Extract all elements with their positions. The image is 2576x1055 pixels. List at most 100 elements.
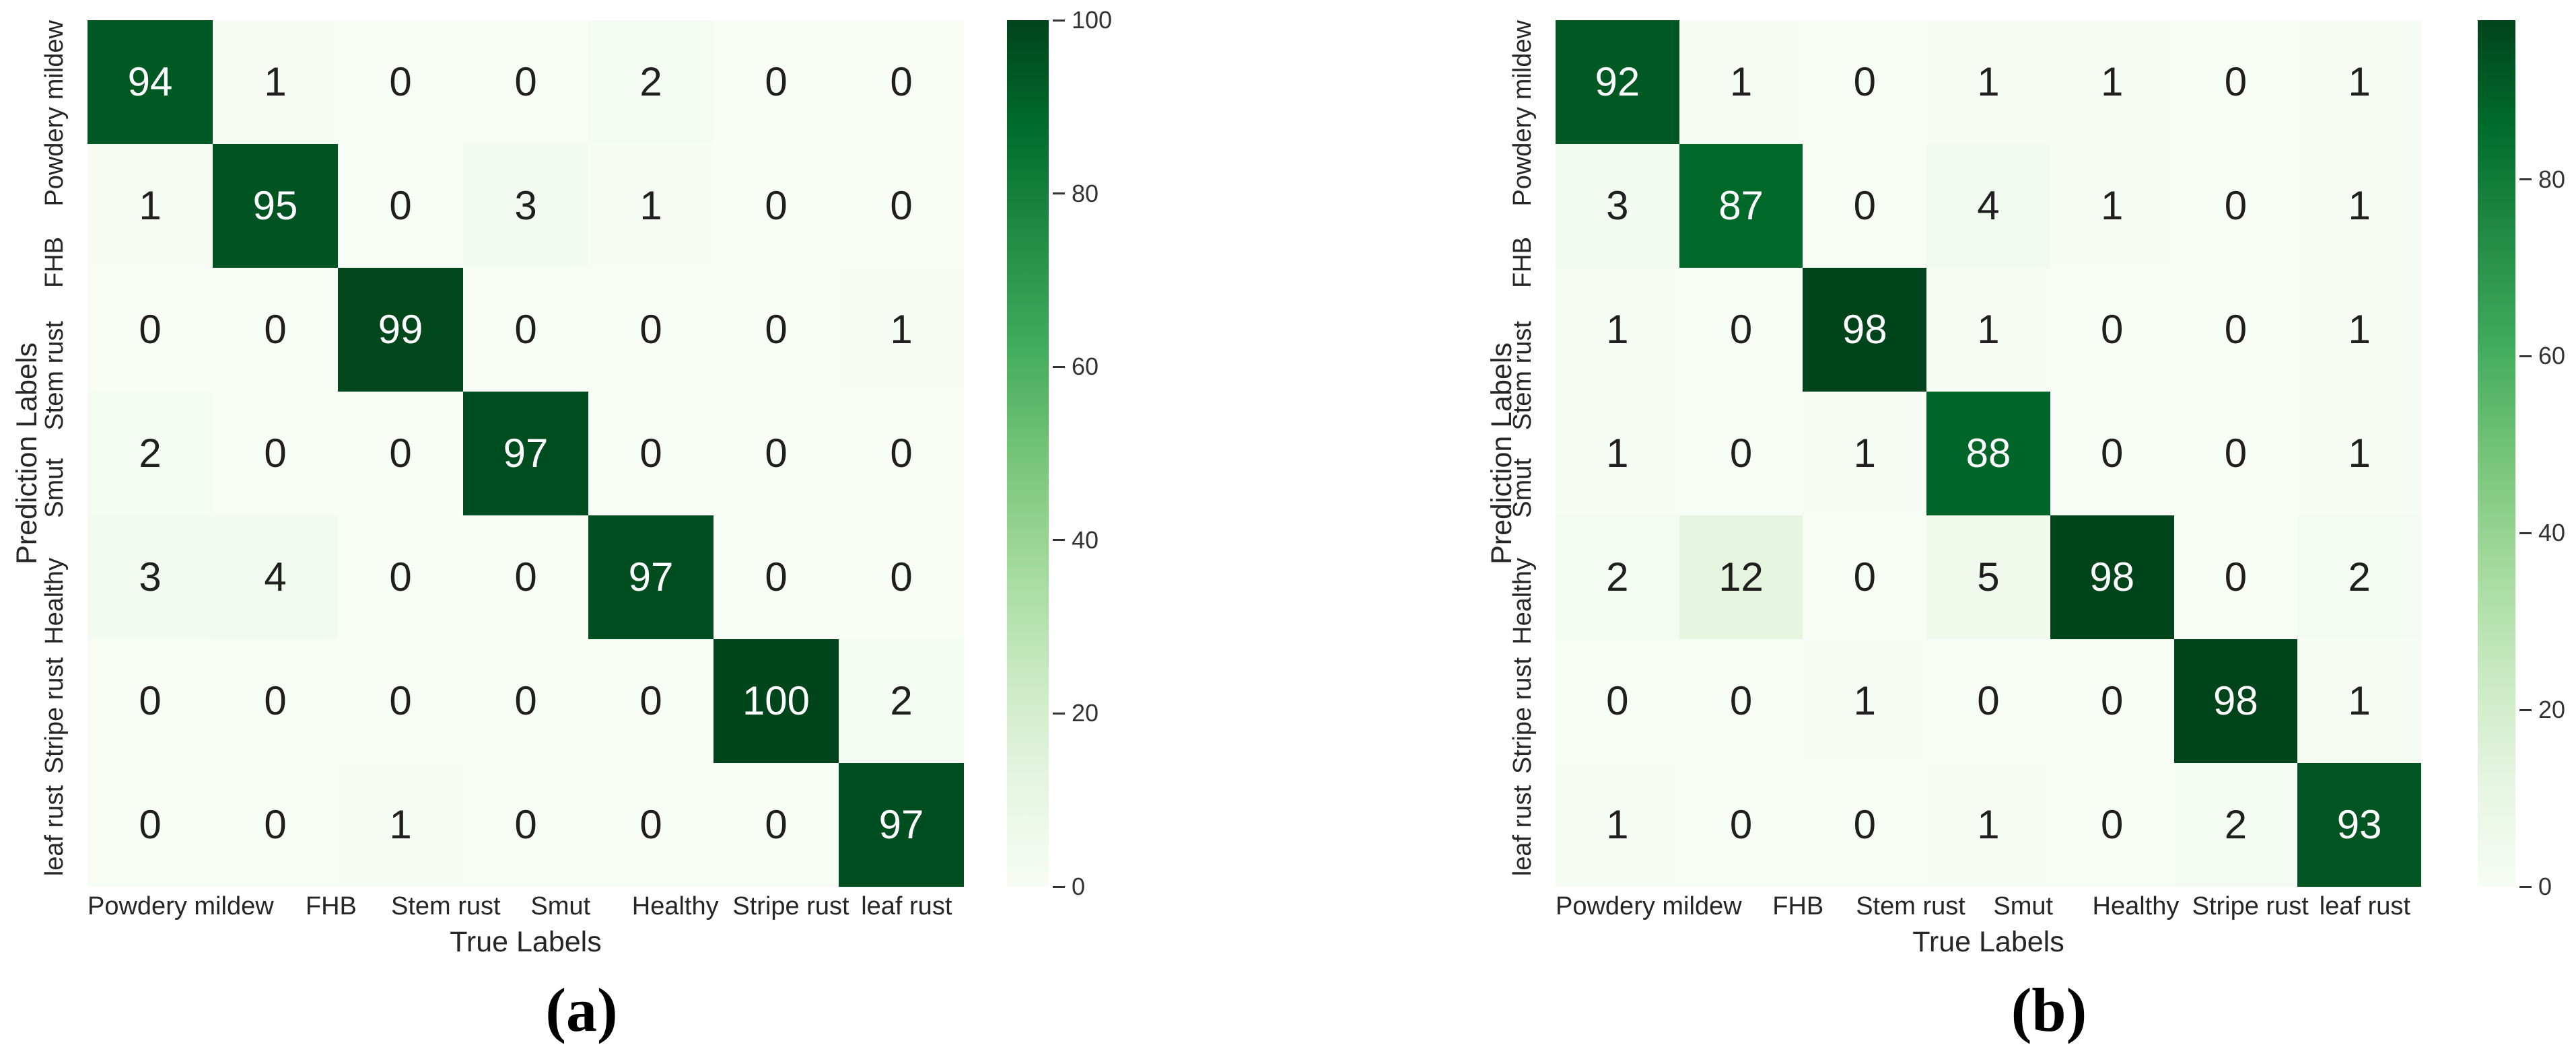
- y-tick: Stripe rust: [1498, 657, 1547, 774]
- heatmap-cell: 0: [463, 763, 588, 887]
- colorbar-tick-mark: [2519, 178, 2532, 181]
- y-tick-labels: Powdery mildew FHB Stem rust Smut Healthy Str…: [30, 20, 79, 887]
- heatmap-cell: 0: [1803, 20, 1927, 144]
- heatmap-cell: 0: [88, 268, 213, 392]
- heatmap-cell: 0: [588, 392, 713, 515]
- heatmap-cell: 1: [2297, 144, 2421, 268]
- heatmap-cell: 1: [2050, 144, 2174, 268]
- heatmap-cell: 0: [2173, 515, 2298, 639]
- heatmap-cell: 0: [2173, 144, 2298, 268]
- colorbar-tick-mark: [2519, 355, 2532, 357]
- colorbar-tick-label: 20: [2538, 696, 2566, 724]
- heatmap-cell: 0: [713, 144, 839, 268]
- heatmap-cell: 2: [2173, 763, 2298, 887]
- colorbar-tick-label: 20: [1072, 699, 1099, 727]
- y-tick-labels: Powdery mildew FHB Stem rust Smut Healthy Str…: [1498, 20, 1547, 887]
- heatmap-cell: 0: [1556, 639, 1679, 763]
- colorbar-tick-mark: [2519, 708, 2532, 711]
- colorbar-tick-mark: [1053, 19, 1065, 22]
- heatmap-cell: 3: [1556, 144, 1679, 268]
- colorbar-tick-mark: [1053, 885, 1065, 888]
- x-tick-labels: Powdery mildew FHB Stem rust Smut Healthy Str…: [1556, 887, 2421, 926]
- heatmap-cell: 12: [1679, 515, 1803, 639]
- colorbar-tick-mark: [2519, 885, 2532, 888]
- heatmap-cell: 0: [588, 268, 713, 392]
- x-tick-label: FHB: [1772, 892, 1824, 920]
- heatmap-cell: 1: [1556, 392, 1679, 515]
- y-tick: Stripe rust: [30, 657, 79, 774]
- panel-caption: (a): [545, 976, 618, 1044]
- heatmap-cell: 0: [1679, 392, 1803, 515]
- heatmap-cell: 0: [338, 515, 463, 639]
- heatmap-grid: 94 1 0 0 2 0 0 1 95 0 3 1 0 0 0 0 99 0 0 0 1 2 0 0 97 0 0 0 3 4 0 0 97 0 0…: [88, 20, 964, 887]
- heatmap-cell: 0: [338, 144, 463, 268]
- heatmap-cell: 0: [588, 639, 713, 763]
- x-tick-label: Powdery mildew: [1556, 892, 1742, 920]
- heatmap-cell: 98: [2173, 639, 2298, 763]
- y-tick: Smut: [1498, 432, 1547, 545]
- heatmap-cell: 0: [1803, 763, 1927, 887]
- heatmap-cell: 1: [2297, 392, 2421, 515]
- y-tick: Smut: [30, 432, 79, 545]
- x-tick-label: Smut: [1993, 892, 2054, 920]
- heatmap-cell: 0: [88, 639, 213, 763]
- heatmap-cell: 0: [338, 639, 463, 763]
- heatmap-cell: 0: [2173, 20, 2298, 144]
- y-tick: FHB: [1498, 207, 1547, 320]
- heatmap-cell: 1: [1926, 268, 2050, 392]
- colorbar-tick-mark: [2519, 532, 2532, 534]
- heatmap-cell: 0: [213, 763, 338, 887]
- heatmap-cell: 1: [2297, 20, 2421, 144]
- heatmap-cell: 97: [463, 392, 588, 515]
- heatmap-cell: 0: [713, 392, 839, 515]
- heatmap-cell: 2: [88, 392, 213, 515]
- heatmap-cell: 0: [839, 392, 964, 515]
- colorbar-gradient: [2478, 20, 2515, 887]
- x-tick-label: Stem rust: [1856, 892, 1965, 920]
- heatmap-cell: 0: [1679, 763, 1803, 887]
- y-tick-label: Stem rust: [40, 320, 69, 431]
- heatmap-cell: 1: [2297, 268, 2421, 392]
- colorbar-tick-label: 40: [2538, 519, 2566, 547]
- heatmap-cell: 0: [2050, 392, 2174, 515]
- x-tick-label: Smut: [530, 892, 591, 920]
- heatmap-cell: 0: [713, 268, 839, 392]
- heatmap-cell: 0: [213, 392, 338, 515]
- heatmap-cell: 0: [338, 392, 463, 515]
- heatmap-cell: 0: [338, 20, 463, 144]
- colorbar-tick-label: 40: [1072, 525, 1099, 554]
- y-tick: Powdery mildew: [30, 20, 79, 207]
- y-tick-label: Smut: [40, 458, 69, 519]
- heatmap-cell: 1: [1926, 20, 2050, 144]
- heatmap-cell: 2: [839, 639, 964, 763]
- heatmap-cell: 2: [2297, 515, 2421, 639]
- colorbar-tick-label: 80: [1072, 179, 1099, 207]
- heatmap-cell: 0: [1679, 639, 1803, 763]
- y-tick-label: Stripe rust: [40, 657, 69, 774]
- heatmap-cell: 2: [1556, 515, 1679, 639]
- colorbar-tick-mark: [1053, 192, 1065, 195]
- x-axis-label: True Labels: [1912, 926, 2064, 958]
- x-tick-label: Healthy: [631, 892, 719, 920]
- x-tick-label: FHB: [305, 892, 357, 920]
- y-tick: leaf rust: [1498, 774, 1547, 887]
- heatmap-cell: 0: [2173, 392, 2298, 515]
- heatmap-cell: 88: [1926, 392, 2050, 515]
- y-tick-label: Smut: [1508, 458, 1537, 519]
- colorbar-tick-mark: [1053, 539, 1065, 542]
- x-axis-label: True Labels: [450, 926, 602, 958]
- heatmap-cell: 100: [713, 639, 839, 763]
- x-tick-label: Powdery mildew: [88, 892, 274, 920]
- y-tick: Stem rust: [30, 319, 79, 432]
- heatmap-cell: 93: [2297, 763, 2421, 887]
- colorbar-gradient: [1007, 20, 1049, 887]
- panel-caption: (b): [2011, 976, 2087, 1044]
- y-tick-label: Stem rust: [1508, 320, 1537, 431]
- heatmap-cell: 0: [2173, 268, 2298, 392]
- heatmap-cell: 0: [2050, 763, 2174, 887]
- colorbar-tick-label: 100: [1072, 6, 1113, 34]
- heatmap-cell: 0: [2050, 639, 2174, 763]
- x-tick-label: leaf rust: [861, 892, 952, 920]
- heatmap-cell: 0: [1803, 144, 1927, 268]
- y-tick-label: leaf rust: [1508, 785, 1537, 876]
